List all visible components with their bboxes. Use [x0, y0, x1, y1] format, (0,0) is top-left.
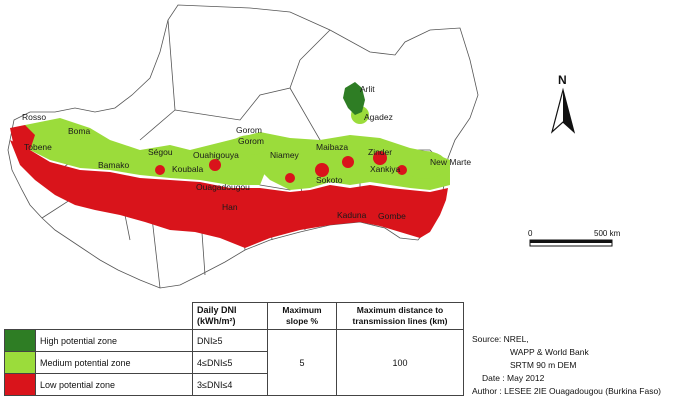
zone-label-medium: Medium potential zone: [35, 351, 193, 374]
city-label: Ségou: [148, 147, 173, 157]
dni-low: 3≤DNI≤4: [192, 373, 268, 396]
border-mali: [139, 19, 301, 141]
source-date: Date : May 2012: [482, 373, 545, 383]
medium-zone-gorom: [232, 135, 268, 155]
city-labels: Rosso Boma Tobene Ségou Bamako Gorom Gor…: [22, 84, 471, 221]
header-dni: Daily DNI (kWh/m²): [192, 302, 268, 330]
low-zone-spot-5: [397, 165, 407, 175]
city-label: Ouahigouya: [193, 150, 239, 160]
city-label: Ouagadougou: [196, 182, 250, 192]
low-zone-senegal: [10, 125, 35, 152]
city-label: Kaduna: [337, 210, 367, 220]
city-label: Bamako: [98, 160, 129, 170]
city-label: Maibaza: [316, 142, 348, 152]
low-zone: [10, 125, 448, 248]
high-zone: [343, 82, 365, 115]
city-label: Arlit: [360, 84, 375, 94]
low-zone-spot-3: [342, 156, 354, 168]
header-distance: Maximum distance to transmission lines (…: [336, 302, 464, 330]
city-label: Sokoto: [316, 175, 343, 185]
low-zone-spot-1: [209, 159, 221, 171]
distance-value: 100: [336, 329, 464, 396]
scale-end-label: 500 km: [594, 229, 621, 238]
city-label: Agadez: [364, 112, 393, 122]
city-label: Niamey: [270, 150, 300, 160]
city-label: Gorom: [238, 136, 264, 146]
city-label: Han: [222, 202, 238, 212]
city-label: Xankiya: [370, 164, 401, 174]
city-label: Tobene: [24, 142, 52, 152]
medium-zone-west: [20, 118, 270, 185]
scale-start-label: 0: [528, 229, 533, 238]
map: Rosso Boma Tobene Ségou Bamako Gorom Gor…: [7, 4, 621, 289]
city-label: Gorom: [236, 125, 262, 135]
dni-high: DNI≥5: [192, 329, 268, 352]
dni-medium: 4≤DNI≤5: [192, 351, 268, 374]
north-arrow-half: [563, 90, 574, 132]
scale-bar: 0 500 km: [528, 229, 621, 247]
city-label: Rosso: [22, 112, 46, 122]
legend-table: Daily DNI (kWh/m²) Maximum slope % Maxim…: [4, 302, 464, 396]
header-slope: Maximum slope %: [267, 302, 337, 330]
source-block: Source: NREL, WAPP & World Bank SRTM 90 …: [472, 333, 682, 398]
low-zone-main: [10, 140, 448, 248]
medium-zone: [20, 106, 450, 190]
scale-bar-fill: [530, 240, 612, 243]
north-arrow: N: [550, 73, 576, 134]
swatch-low: [4, 373, 36, 396]
city-label: Gombe: [378, 211, 406, 221]
city-label: New Marte: [430, 157, 471, 167]
low-zone-spot-6: [155, 165, 165, 175]
low-zone-spot-4: [373, 151, 387, 165]
low-zone-spot-2: [315, 163, 329, 177]
medium-zone-central: [230, 132, 450, 190]
source-line: SRTM 90 m DEM: [510, 360, 577, 370]
high-zone-arlit: [343, 82, 365, 115]
source-line: WAPP & World Bank: [510, 347, 589, 357]
north-arrow-label: N: [558, 73, 567, 87]
source-author: Author : LESEE 2IE Ouagadougou (Burkina …: [472, 386, 662, 396]
low-zone-spot-7: [285, 173, 295, 183]
city-label: Zinder: [368, 147, 392, 157]
medium-zone-east-blob: [403, 151, 447, 179]
city-label: Koubala: [172, 164, 203, 174]
source-line: Source: NREL,: [472, 334, 529, 344]
swatch-medium: [4, 351, 36, 374]
swatch-high: [4, 329, 36, 352]
zone-label-high: High potential zone: [35, 329, 193, 352]
slope-value: 5: [267, 329, 337, 396]
zone-label-low: Low potential zone: [35, 373, 193, 396]
city-label: Boma: [68, 126, 90, 136]
